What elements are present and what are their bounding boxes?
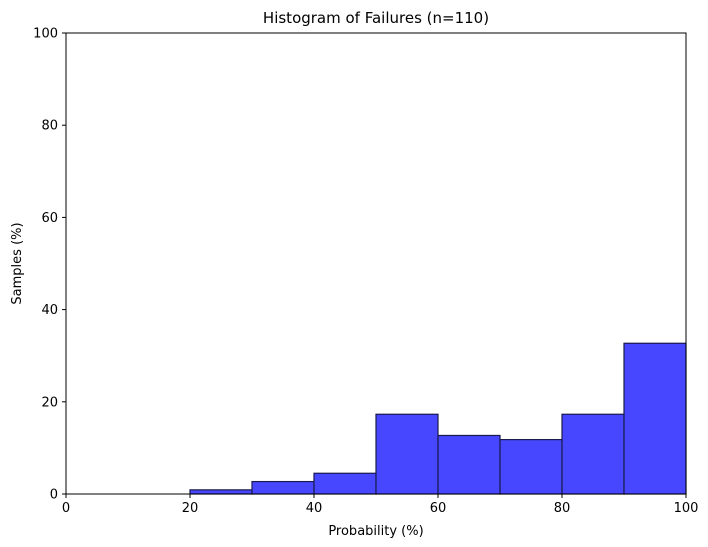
x-tick-label: 80: [554, 501, 571, 516]
x-tick-label: 40: [306, 501, 323, 516]
bars-group: [189, 342, 687, 495]
histogram-bar: [561, 413, 625, 495]
y-axis-label: Samples (%): [10, 222, 25, 304]
x-tick-label: 100: [674, 501, 699, 516]
histogram-bar: [499, 439, 563, 495]
x-axis-label: Probability (%): [328, 524, 423, 539]
y-axis-ticks: 0 20 40 60 80 100: [33, 27, 66, 503]
x-tick-label: 20: [182, 501, 199, 516]
histogram-bar: [189, 489, 253, 495]
y-tick-label: 100: [33, 27, 58, 42]
histogram-bar: [437, 434, 501, 495]
chart-title: Histogram of Failures (n=110): [263, 9, 489, 27]
plot-frame: [65, 32, 687, 495]
histogram-bar: [313, 472, 377, 495]
histogram-bar: [623, 342, 687, 495]
histogram-bar: [375, 413, 439, 495]
y-tick-label: 40: [41, 303, 58, 318]
histogram-bar: [251, 480, 315, 495]
x-tick-label: 60: [430, 501, 447, 516]
y-tick-label: 80: [41, 119, 58, 134]
x-axis-ticks: 0 20 40 60 80 100: [62, 494, 699, 516]
x-tick-label: 0: [62, 501, 70, 516]
y-tick-label: 20: [41, 395, 58, 410]
y-tick-label: 0: [50, 488, 58, 503]
y-tick-label: 60: [41, 211, 58, 226]
